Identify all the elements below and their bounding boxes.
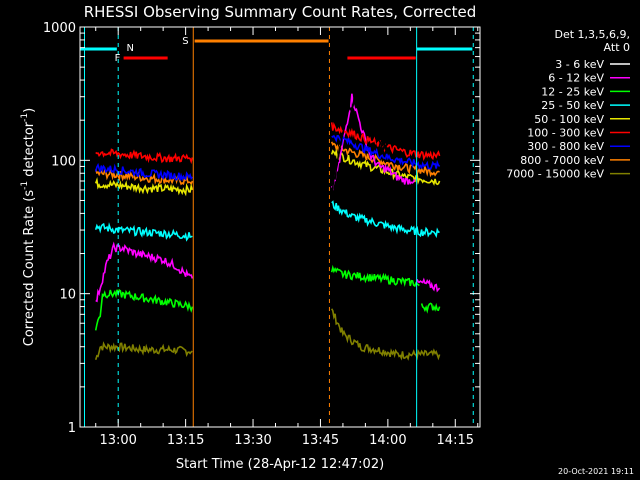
series-layer bbox=[94, 93, 441, 400]
series-line-3-segment-2 bbox=[330, 264, 420, 288]
y-tick-label-1: 1 bbox=[68, 421, 76, 436]
series-line-4-segment-2 bbox=[331, 200, 440, 239]
series-line-2-segment-2 bbox=[331, 93, 416, 191]
series-line-9-segment-2 bbox=[330, 308, 441, 361]
x-tick-label-6: 14:15 bbox=[437, 433, 474, 448]
y-tick-label-2: 10 bbox=[59, 288, 76, 303]
series-line-2-segment-3 bbox=[416, 277, 441, 293]
y-axis-label: Corrected Count Rate (s-1 detector-1) bbox=[20, 108, 37, 346]
legend-label-3: 12 - 25 keV bbox=[541, 85, 604, 98]
flag-label-n: N bbox=[126, 43, 133, 54]
x-tick-label-5: 14:00 bbox=[369, 433, 406, 448]
series-line-9-segment-1 bbox=[94, 341, 193, 360]
x-tick-label-2: 13:15 bbox=[167, 433, 204, 448]
legend-label-2: 6 - 12 keV bbox=[548, 72, 604, 85]
series-line-1-segment-1 bbox=[96, 366, 119, 379]
x-tick-label-4: 13:45 bbox=[302, 433, 339, 448]
footer-date: 20-Oct-2021 19:11 bbox=[558, 467, 634, 476]
series-line-3-segment-3 bbox=[420, 302, 441, 314]
legend-label-6: 100 - 300 keV bbox=[527, 127, 604, 140]
legend-label-8: 800 - 7000 keV bbox=[520, 154, 604, 167]
series-line-5-segment-1 bbox=[94, 176, 194, 197]
axes-layer: 13:00 13:15 13:30 13:45 14:00 14:15 1 10 100 1000 bbox=[43, 21, 480, 448]
legend-label-4: 25 - 50 keV bbox=[541, 99, 604, 112]
flag-label-f: F bbox=[115, 53, 121, 64]
flag-label-s: S bbox=[182, 36, 188, 47]
legend-label-7: 300 - 800 keV bbox=[527, 140, 604, 153]
legend-label-5: 50 - 100 keV bbox=[534, 113, 604, 126]
x-tick-label-1: 13:00 bbox=[99, 433, 136, 448]
x-axis-label: Start Time (28-Apr-12 12:47:02) bbox=[176, 457, 384, 472]
series-line-7-segment-2 bbox=[331, 134, 441, 170]
series-line-4-segment-1 bbox=[94, 222, 193, 242]
series-line-6-segment-1 bbox=[95, 148, 194, 165]
series-line-3-segment-1 bbox=[94, 288, 194, 331]
series-line-1-segment-3 bbox=[416, 382, 441, 400]
x-tick-label-3: 13:30 bbox=[234, 433, 271, 448]
legend-header-line-2: Att 0 bbox=[604, 41, 630, 54]
y-tick-label-4: 1000 bbox=[43, 21, 76, 36]
series-line-7-segment-1 bbox=[94, 162, 194, 182]
series-line-2-segment-1 bbox=[95, 241, 194, 303]
series-line-1-segment-2 bbox=[330, 95, 416, 193]
legend-header-line-1: Det 1,3,5,6,9, bbox=[554, 28, 630, 41]
chart-title: RHESSI Observing Summary Count Rates, Co… bbox=[84, 3, 477, 21]
overlay-layer: NF S bbox=[80, 27, 474, 427]
plot-frame bbox=[79, 26, 481, 428]
y-tick-label-3: 100 bbox=[51, 154, 76, 169]
legend-label-1: 3 - 6 keV bbox=[555, 58, 604, 71]
legend-label-9: 7000 - 15000 keV bbox=[506, 168, 604, 181]
